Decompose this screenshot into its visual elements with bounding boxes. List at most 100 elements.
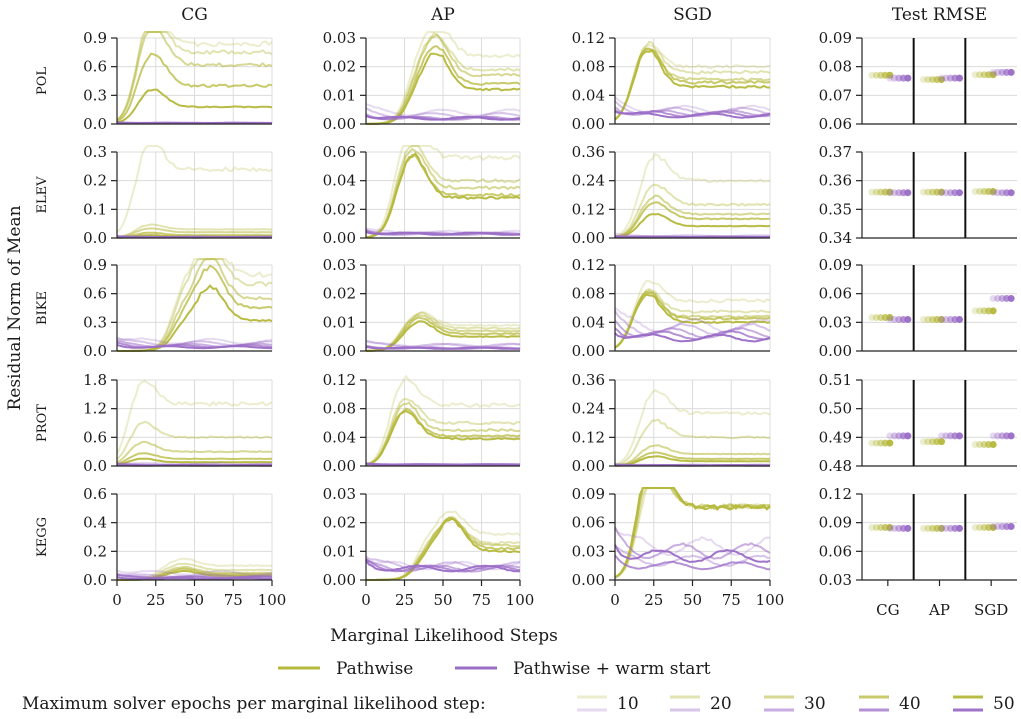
data-point-warm-start — [1007, 294, 1015, 302]
column-title: CG — [181, 5, 208, 25]
data-point-warm-start — [989, 68, 997, 76]
data-point-warm-start — [956, 432, 963, 440]
y-tick-label: 0.00 — [572, 342, 605, 360]
y-tick-label: 0.51 — [819, 371, 852, 389]
panel: 0.00 0.03 0.06 0.09 0 25 50 75 100 — [572, 485, 785, 609]
series-line-pathwise — [614, 455, 770, 467]
data-point-pathwise — [920, 438, 927, 446]
legend-label: 30 — [804, 694, 826, 714]
x-tick-label: 50 — [433, 591, 452, 609]
data-point-warm-start — [989, 522, 997, 530]
y-tick-label: 0.3 — [83, 143, 107, 161]
series-line-pathwise — [614, 212, 771, 239]
series-line-pathwise — [116, 31, 273, 122]
y-tick-label: 0.04 — [323, 428, 356, 446]
data-point-warm-start — [956, 315, 963, 323]
y-tick-label: 0.6 — [83, 285, 107, 303]
data-point-pathwise — [868, 439, 876, 447]
series-line-pathwise — [614, 487, 771, 579]
y-tick-label: 0.50 — [819, 400, 852, 418]
y-tick-label: 0.34 — [819, 229, 852, 247]
series-line-pathwise — [116, 457, 273, 466]
y-tick-label: 0.09 — [819, 256, 852, 274]
y-tick-label: 0.04 — [323, 172, 356, 190]
data-point-pathwise — [886, 523, 894, 531]
legend-label: 20 — [710, 694, 732, 714]
x-tick-label: 75 — [224, 591, 243, 609]
y-tick-label: 0.02 — [323, 58, 356, 76]
data-point-pathwise — [971, 441, 979, 448]
data-point-pathwise — [938, 315, 945, 323]
panel: 0.00 0.12 0.24 0.36 — [572, 371, 771, 475]
y-tick-label: 0.00 — [572, 457, 605, 475]
y-tick-label: 0.03 — [572, 542, 605, 560]
panel: 0.34 0.35 0.36 0.37 — [819, 143, 1017, 247]
series-line-warm-start — [614, 110, 771, 119]
data-point-warm-start — [886, 315, 894, 323]
y-tick-label: 0.02 — [323, 200, 356, 218]
y-tick-label: 0.03 — [819, 571, 852, 589]
y-tick-label: 0.06 — [819, 285, 852, 303]
x-tick-label: 25 — [644, 591, 663, 609]
y-tick-label: 0.06 — [819, 542, 852, 560]
y-tick-label: 0.1 — [83, 200, 107, 218]
series-line-warm-start — [614, 526, 771, 557]
legend-label: 40 — [899, 694, 921, 714]
y-axis-label: Residual Norm of Mean — [5, 205, 25, 410]
y-tick-label: 0.00 — [572, 115, 605, 133]
data-point-warm-start — [886, 74, 894, 82]
series-line-warm-start — [116, 569, 273, 576]
series-line-warm-start — [116, 576, 273, 580]
y-tick-label: 1.8 — [83, 371, 107, 389]
series-line-pathwise — [614, 290, 771, 349]
series-line-pathwise — [614, 48, 771, 121]
data-point-pathwise — [920, 524, 927, 532]
data-point-pathwise — [920, 76, 927, 84]
data-point-warm-start — [904, 74, 912, 82]
panel: 0.00 0.01 0.02 0.03 — [323, 29, 521, 133]
series-line-pathwise — [614, 48, 771, 121]
series-line-warm-start — [365, 115, 521, 121]
y-tick-label: 0.00 — [323, 115, 356, 133]
panel: 0.06 0.07 0.08 0.09 — [819, 29, 1017, 133]
panel: 0.0 0.3 0.6 0.9 — [83, 29, 273, 133]
y-tick-label: 0.2 — [83, 172, 107, 190]
series-line-pathwise — [614, 418, 771, 467]
series-line-warm-start — [365, 231, 521, 236]
panel: 0.00 0.01 0.02 0.03 — [323, 256, 521, 360]
y-tick-label: 0.12 — [572, 29, 605, 47]
y-tick-label: 0.02 — [323, 514, 356, 532]
y-tick-label: 0.09 — [819, 29, 852, 47]
data-point-warm-start — [956, 189, 963, 197]
series-line-pathwise — [116, 452, 273, 465]
legend-label: Pathwise — [336, 659, 413, 679]
y-tick-label: 0.09 — [572, 485, 605, 503]
x-tick-label: 0 — [112, 591, 122, 609]
x-tick-label: 0 — [610, 591, 620, 609]
data-point-warm-start — [938, 432, 945, 440]
y-tick-label: 0.08 — [819, 58, 852, 76]
y-tick-label: 0.00 — [323, 571, 356, 589]
series-line-pathwise — [614, 444, 771, 467]
y-tick-label: 0.01 — [323, 86, 356, 104]
y-tick-label: 0.9 — [83, 256, 107, 274]
legend-label: Pathwise + warm start — [513, 659, 711, 679]
data-point-warm-start — [989, 189, 997, 197]
y-tick-label: 0.00 — [572, 229, 605, 247]
series-line-warm-start — [614, 319, 771, 339]
data-point-pathwise — [971, 523, 979, 531]
legend: Pathwise Pathwise + warm start Maximum sol… — [22, 659, 1015, 714]
series-line-warm-start — [614, 96, 771, 115]
series-line-warm-start — [116, 573, 273, 579]
data-point-pathwise — [989, 441, 997, 448]
data-point-warm-start — [1007, 68, 1015, 76]
y-tick-label: 0.06 — [572, 514, 605, 532]
series-line-warm-start — [116, 121, 272, 125]
data-point-pathwise — [886, 71, 894, 79]
data-point-pathwise — [938, 438, 945, 446]
data-point-warm-start — [956, 74, 963, 82]
y-tick-label: 0.48 — [819, 457, 852, 475]
y-tick-label: 0.12 — [572, 256, 605, 274]
panel: 0.00 0.12 0.24 0.36 — [572, 143, 771, 247]
data-point-warm-start — [956, 524, 963, 532]
